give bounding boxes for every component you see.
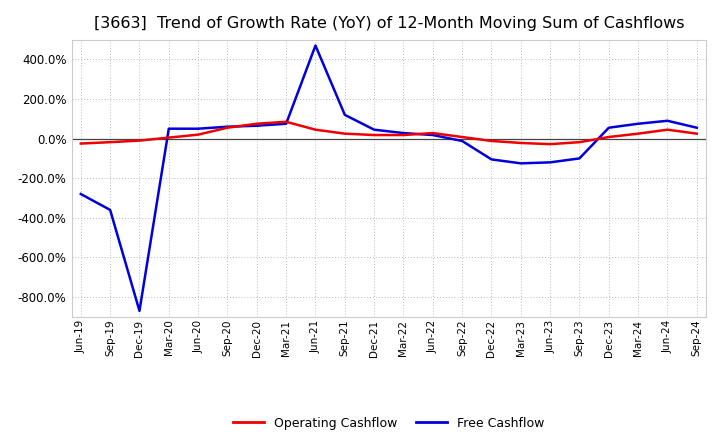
Title: [3663]  Trend of Growth Rate (YoY) of 12-Month Moving Sum of Cashflows: [3663] Trend of Growth Rate (YoY) of 12-… (94, 16, 684, 32)
Legend: Operating Cashflow, Free Cashflow: Operating Cashflow, Free Cashflow (228, 412, 550, 435)
